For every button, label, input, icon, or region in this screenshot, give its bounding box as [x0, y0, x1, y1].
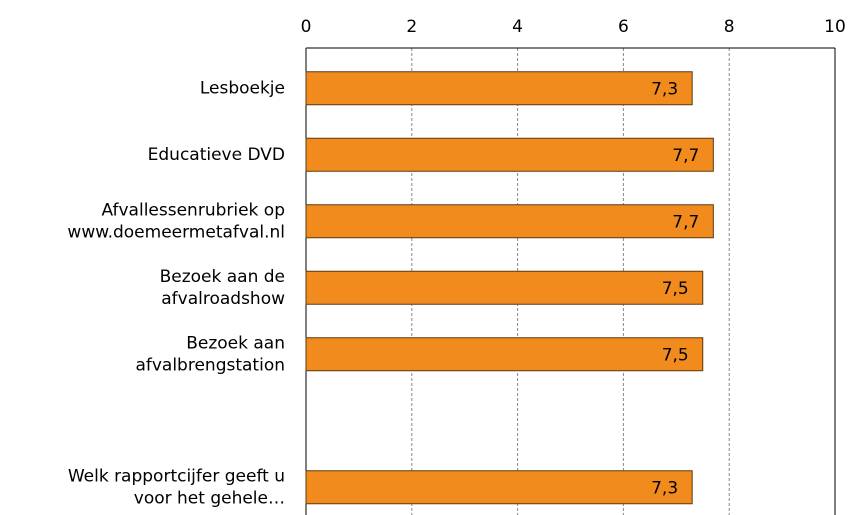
y-tick-label: Educatieve DVD — [148, 145, 285, 165]
y-tick-label: Afvallessenrubriek op — [101, 200, 285, 220]
value-label: 7,3 — [651, 478, 678, 498]
y-tick-label: voor het gehele… — [134, 488, 285, 508]
value-label: 7,5 — [662, 345, 689, 365]
bar — [305, 71, 693, 106]
y-tick-label: afvalbrengstation — [135, 355, 285, 375]
value-label: 7,5 — [662, 279, 689, 299]
bar — [305, 270, 704, 305]
value-label: 7,3 — [651, 79, 678, 99]
x-tick-label: 8 — [724, 17, 735, 37]
y-tick-label: Bezoek aan — [186, 333, 285, 353]
bar — [305, 337, 704, 372]
x-tick-label: 6 — [618, 17, 629, 37]
bar — [305, 470, 693, 505]
x-tick-label: 4 — [512, 17, 523, 37]
value-label: 7,7 — [672, 212, 699, 232]
x-tick-label: 10 — [824, 17, 846, 37]
x-tick-label: 0 — [301, 17, 312, 37]
x-tick-label: 2 — [406, 17, 417, 37]
y-tick-label: Welk rapportcijfer geeft u — [68, 466, 285, 486]
y-tick-label: www.doemeermetafval.nl — [67, 222, 285, 242]
y-tick-label: afvalroadshow — [161, 289, 285, 309]
bar — [305, 204, 714, 239]
y-tick-label: Lesboekje — [200, 78, 285, 98]
bar — [305, 137, 714, 172]
value-label: 7,7 — [672, 146, 699, 166]
y-tick-label: Bezoek aan de — [160, 267, 285, 287]
